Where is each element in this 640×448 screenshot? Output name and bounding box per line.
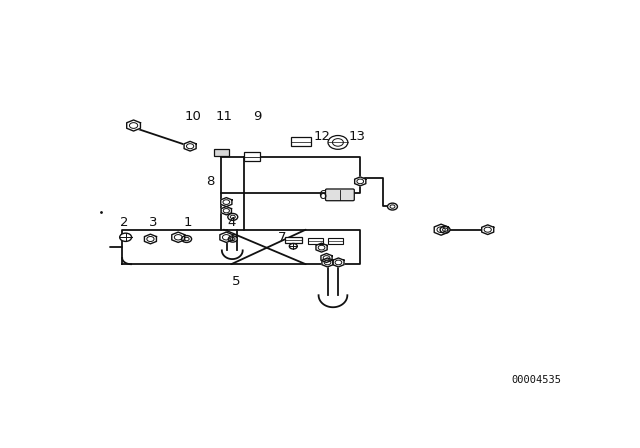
Polygon shape (321, 254, 332, 263)
Circle shape (289, 244, 297, 249)
Polygon shape (172, 232, 185, 242)
Polygon shape (482, 225, 493, 234)
Polygon shape (184, 142, 196, 151)
Text: 4: 4 (227, 216, 236, 229)
Circle shape (228, 236, 237, 242)
Polygon shape (355, 177, 366, 186)
Text: 1: 1 (184, 216, 193, 229)
Polygon shape (221, 207, 232, 215)
Polygon shape (316, 243, 327, 252)
Text: 13: 13 (348, 130, 365, 143)
Bar (285, 237, 301, 243)
Circle shape (388, 203, 397, 210)
Bar (291, 137, 310, 146)
Polygon shape (434, 224, 448, 235)
Polygon shape (333, 258, 344, 267)
Polygon shape (145, 234, 156, 244)
Text: 8: 8 (206, 175, 214, 188)
Bar (308, 237, 323, 244)
Text: 6: 6 (318, 190, 326, 202)
Circle shape (328, 135, 348, 149)
Bar (214, 149, 229, 155)
Polygon shape (220, 232, 233, 242)
Polygon shape (322, 258, 333, 267)
Polygon shape (221, 198, 232, 207)
Text: 11: 11 (215, 110, 232, 123)
Circle shape (182, 236, 191, 242)
Text: 10: 10 (185, 110, 202, 123)
Circle shape (120, 233, 132, 241)
Circle shape (228, 214, 237, 220)
Polygon shape (127, 120, 140, 131)
Text: 5: 5 (232, 275, 241, 288)
Text: 2: 2 (120, 216, 129, 229)
Bar (244, 152, 260, 161)
FancyBboxPatch shape (326, 189, 355, 201)
Text: 12: 12 (314, 130, 330, 143)
Text: 7: 7 (278, 231, 287, 244)
Text: 3: 3 (149, 216, 157, 229)
Bar (328, 237, 343, 244)
Text: 00004535: 00004535 (511, 375, 561, 385)
Circle shape (440, 226, 450, 233)
Text: 9: 9 (253, 110, 262, 123)
